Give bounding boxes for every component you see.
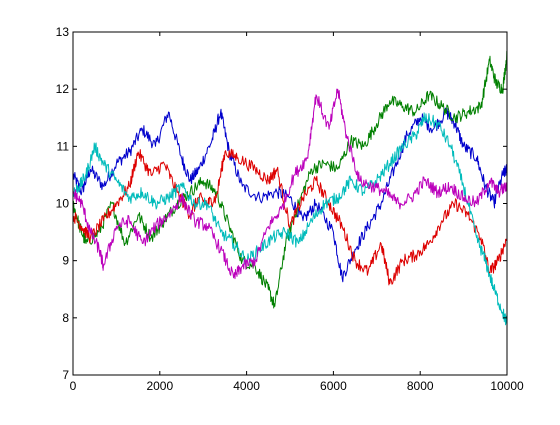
series-line-4 xyxy=(72,112,508,326)
series-line-2 xyxy=(72,50,508,309)
y-tick-label: 12 xyxy=(56,82,70,96)
series-line-5 xyxy=(72,88,508,280)
x-tick-label: 2000 xyxy=(146,379,173,393)
y-tick-label: 8 xyxy=(62,311,69,325)
series-line-3 xyxy=(72,148,508,286)
x-tick-label: 6000 xyxy=(320,379,347,393)
x-tick-label: 8000 xyxy=(407,379,434,393)
y-tick-label: 9 xyxy=(62,254,69,268)
y-tick-label: 11 xyxy=(57,139,70,153)
x-tick-label: 10000 xyxy=(490,379,524,393)
axes-box xyxy=(72,31,508,376)
y-tick-label: 10 xyxy=(56,197,70,211)
x-tick-label: 4000 xyxy=(233,379,260,393)
tick-layer: 0 2000 4000 6000 8000 10000 7 8 9 10 11 12 13 xyxy=(56,25,524,393)
series-layer xyxy=(72,50,508,326)
y-tick-label: 13 xyxy=(56,25,70,39)
y-tick-label: 7 xyxy=(62,368,69,382)
x-tick-label: 0 xyxy=(70,379,77,393)
plot-area xyxy=(73,32,507,375)
